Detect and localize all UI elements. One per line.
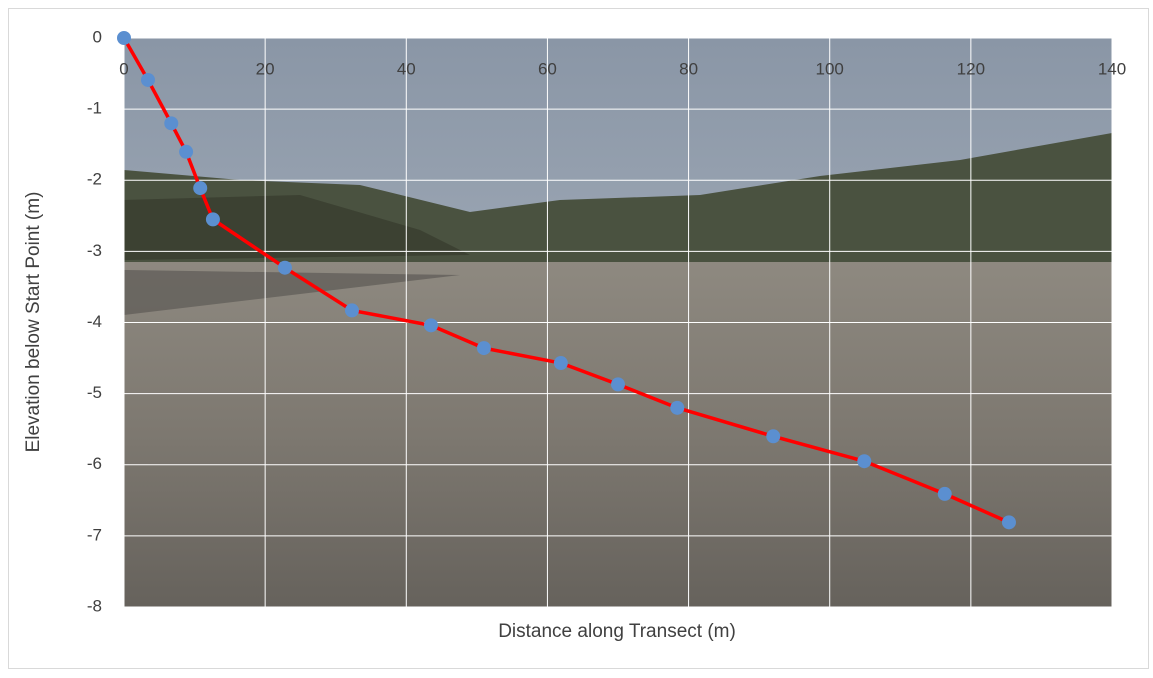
data-point [141,73,155,87]
x-tick-label: 60 [538,59,557,78]
x-tick-label: 100 [816,59,844,78]
data-point [179,145,193,159]
data-point [278,261,292,275]
data-point [164,116,178,130]
y-tick-label: -3 [87,241,102,260]
data-point [857,454,871,468]
data-point [611,377,625,391]
data-point [424,318,438,332]
x-tick-label: 140 [1098,59,1126,78]
x-tick-label: 40 [397,59,416,78]
data-point [206,212,220,226]
y-tick-label: -1 [87,99,102,118]
y-axis-title: Elevation below Start Point (m) [23,192,44,453]
data-point [938,487,952,501]
y-tick-label: -2 [87,170,102,189]
x-tick-label: 0 [119,59,128,78]
x-tick-label: 120 [957,59,985,78]
data-point [477,341,491,355]
y-tick-label: -8 [87,596,102,615]
y-tick-label: 0 [93,27,102,46]
data-point [117,31,131,45]
x-tick-label: 20 [256,59,275,78]
y-tick-label: -7 [87,525,102,544]
x-axis-title: Distance along Transect (m) [498,621,736,642]
x-tick-label: 80 [679,59,698,78]
data-point [193,181,207,195]
y-tick-label: -4 [87,312,102,331]
data-point [345,303,359,317]
data-point [1002,515,1016,529]
data-point [766,429,780,443]
chart: Distance along Transect (m) Elevation be… [0,0,1153,673]
data-point [670,401,684,415]
y-tick-label: -5 [87,383,102,402]
data-point [554,356,568,370]
y-tick-label: -6 [87,454,102,473]
